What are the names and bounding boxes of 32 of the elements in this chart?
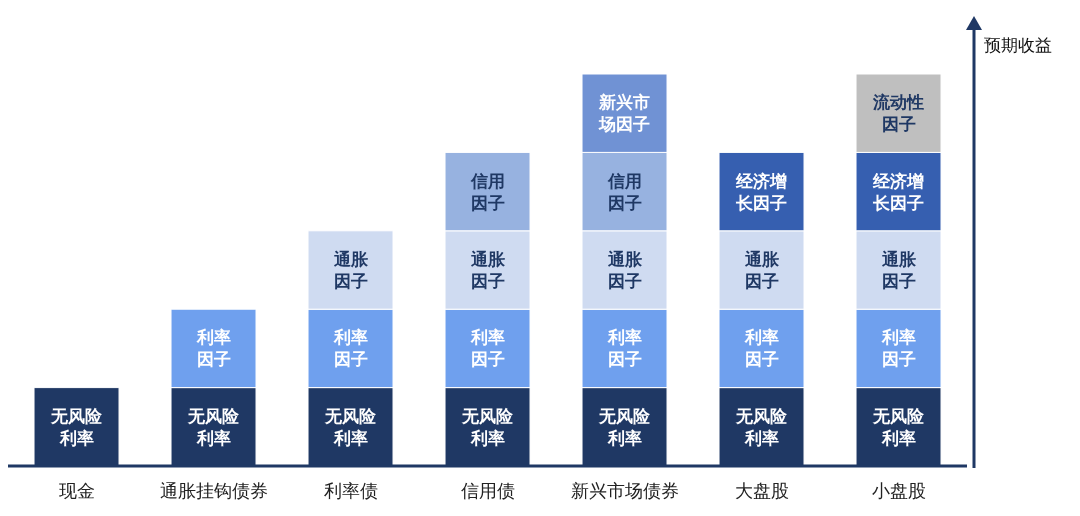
text: 利率因子 bbox=[333, 327, 368, 370]
series-label: 信用因子 bbox=[469, 170, 505, 213]
series-label: 经济增长因子 bbox=[735, 170, 788, 213]
text: 通胀因子 bbox=[881, 249, 916, 291]
x-tick-label: 小盘股 bbox=[871, 479, 926, 501]
x-tick-label: 利率债 bbox=[323, 479, 378, 501]
text: 无风险利率 bbox=[736, 405, 788, 448]
text: 无风险利率 bbox=[462, 405, 514, 448]
text: 利率因子 bbox=[607, 327, 642, 370]
x-tick-label: 通胀挂钩债券 bbox=[159, 479, 268, 501]
text: 无风险利率 bbox=[325, 405, 377, 448]
text: 无风险利率 bbox=[51, 405, 103, 448]
series-label: 通胀因子 bbox=[332, 249, 369, 291]
x-tick-label: 大盘股 bbox=[734, 479, 789, 501]
text: 经济增长因子 bbox=[873, 170, 925, 213]
text: 信用因子 bbox=[607, 170, 642, 213]
text: 利率因子 bbox=[881, 327, 916, 370]
y-axis-title: 预期收益 bbox=[984, 34, 1052, 57]
text: 通胀因子 bbox=[607, 249, 642, 291]
x-tick-label: 信用债 bbox=[460, 479, 515, 501]
text: 通胀因子 bbox=[470, 249, 505, 291]
text: 无风险利率 bbox=[873, 405, 925, 448]
text: 利率因子 bbox=[744, 327, 779, 370]
x-tick-label: 现金 bbox=[58, 479, 95, 501]
text: 无风险利率 bbox=[599, 405, 651, 448]
text: 利率因子 bbox=[470, 327, 505, 370]
series-label: 利率因子 bbox=[195, 327, 231, 370]
series-label: 无风险利率 bbox=[187, 405, 241, 448]
series-label: 流动性因子 bbox=[872, 92, 925, 135]
x-tick-label: 新兴市场债券 bbox=[570, 479, 679, 501]
text: 通胀因子 bbox=[744, 249, 779, 291]
series-label: 新兴市场因子 bbox=[598, 92, 651, 135]
